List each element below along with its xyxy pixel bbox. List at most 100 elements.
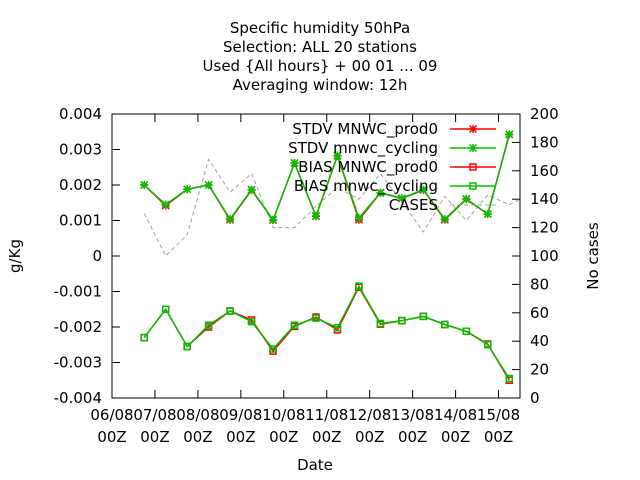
data-point: [441, 320, 449, 329]
x-tick-label-date: 12/08: [348, 406, 391, 424]
x-tick-label-date: 14/08: [434, 406, 477, 424]
data-point: [140, 180, 149, 190]
data-point: [247, 185, 256, 194]
data-point: [204, 180, 213, 190]
y2-tick-label: 120: [530, 219, 559, 237]
y2-tick-label: 140: [530, 190, 559, 208]
series-1: [140, 130, 514, 224]
series-3: [140, 282, 514, 383]
series-4: [143, 158, 521, 257]
y-tick-label: -0.002: [54, 318, 102, 336]
legend-label: BIAS MNWC_prod0: [298, 158, 438, 177]
data-point: [505, 374, 514, 383]
y-tick-label: 0.001: [59, 212, 102, 230]
y2-tick-label: 60: [530, 304, 549, 322]
series-2: [140, 283, 514, 384]
data-point: [333, 323, 342, 332]
data-point: [505, 130, 514, 139]
y-tick-label: 0.004: [59, 105, 102, 123]
data-point: [247, 317, 256, 326]
x-tick-label-hour: 00Z: [355, 428, 384, 446]
x-tick-label-hour: 00Z: [398, 428, 427, 446]
title-line: Specific humidity 50hPa: [230, 19, 410, 37]
x-tick-label-date: 13/08: [391, 406, 434, 424]
y-tick-label: 0.003: [59, 141, 102, 159]
x-axis: 06/08 00Z 07/08 00Z 08/08 00Z 09/08 00Z 10/08 00Z…: [90, 114, 520, 446]
data-point: [204, 321, 213, 329]
data-point: [226, 215, 235, 224]
y2-axis-label: No cases: [584, 222, 602, 290]
y2-tick-label: 80: [530, 275, 549, 293]
y-axis: 0.004 0.003 0.002 0.001 0 -0.001 -0.002 -0.003 -…: [54, 105, 120, 407]
y-tick-label: 0: [92, 247, 102, 265]
x-tick-label-hour: 00Z: [484, 428, 513, 446]
x-tick-label-date: 08/08: [176, 406, 219, 424]
data-point: [462, 194, 471, 203]
legend-label: STDV mnwc_cycling: [288, 139, 438, 158]
y2-tick-label: 200: [530, 105, 559, 123]
data-point: [398, 316, 406, 325]
data-point: [376, 319, 385, 328]
data-point: [312, 314, 320, 322]
title-line: Averaging window: 12h: [233, 76, 408, 94]
y-axis-label: g/Kg: [6, 239, 24, 273]
data-point: [161, 305, 170, 313]
y2-tick-label: 160: [530, 162, 559, 180]
data-point: [269, 215, 278, 224]
data-point: [311, 211, 321, 220]
y2-tick-label: 100: [530, 247, 559, 265]
data-point: [290, 158, 299, 168]
x-axis-label: Date: [297, 456, 333, 474]
legend-marker: [469, 163, 477, 171]
y2-tick-label: 0: [530, 389, 540, 407]
legend-marker: [468, 124, 478, 134]
x-tick-label-date: 07/08: [133, 406, 176, 424]
x-tick-label-hour: 00Z: [140, 428, 169, 446]
x-tick-label-hour: 00Z: [312, 428, 341, 446]
legend-marker: [468, 143, 478, 153]
data-point: [333, 151, 342, 160]
x-tick-label-date: 09/08: [219, 406, 262, 424]
series-layer: [140, 130, 521, 384]
title-line: Used {All hours} + 00 01 ... 09: [203, 57, 438, 75]
series-line: [143, 158, 521, 257]
y-tick-label: -0.004: [54, 389, 102, 407]
data-point: [440, 215, 449, 224]
data-point: [419, 312, 428, 321]
data-point: [354, 213, 363, 223]
y2-tick-label: 180: [530, 133, 559, 151]
data-point: [161, 200, 170, 209]
legend-label: CASES: [389, 196, 438, 214]
x-tick-label-date: 11/08: [305, 406, 348, 424]
data-point: [226, 307, 234, 315]
title-line: Selection: ALL 20 stations: [223, 38, 417, 56]
x-tick-label-hour: 00Z: [226, 428, 255, 446]
data-point: [355, 282, 363, 290]
y-tick-label: -0.003: [54, 354, 102, 372]
data-point: [290, 321, 299, 329]
data-point: [376, 188, 385, 197]
data-point: [419, 185, 428, 194]
x-tick-label-date: 06/08: [90, 406, 133, 424]
y-tick-label: 0.002: [59, 176, 102, 194]
data-point: [462, 327, 471, 336]
x-tick-label-date: 15/08: [477, 406, 520, 424]
data-point: [484, 341, 492, 349]
data-point: [183, 342, 191, 351]
x-tick-label-hour: 00Z: [183, 428, 212, 446]
x-tick-label-date: 10/08: [262, 406, 305, 424]
data-point: [269, 345, 277, 353]
y2-tick-label: 40: [530, 332, 549, 350]
y2-tick-label: 20: [530, 361, 549, 379]
legend-label: STDV MNWC_prod0: [292, 120, 438, 139]
x-tick-label-hour: 00Z: [269, 428, 298, 446]
data-point: [183, 185, 192, 194]
y-tick-label: -0.001: [54, 283, 102, 301]
legend-label: BIAS mnwc_cycling: [294, 177, 438, 196]
x-tick-label-hour: 00Z: [97, 428, 126, 446]
x-tick-label-hour: 00Z: [441, 428, 470, 446]
